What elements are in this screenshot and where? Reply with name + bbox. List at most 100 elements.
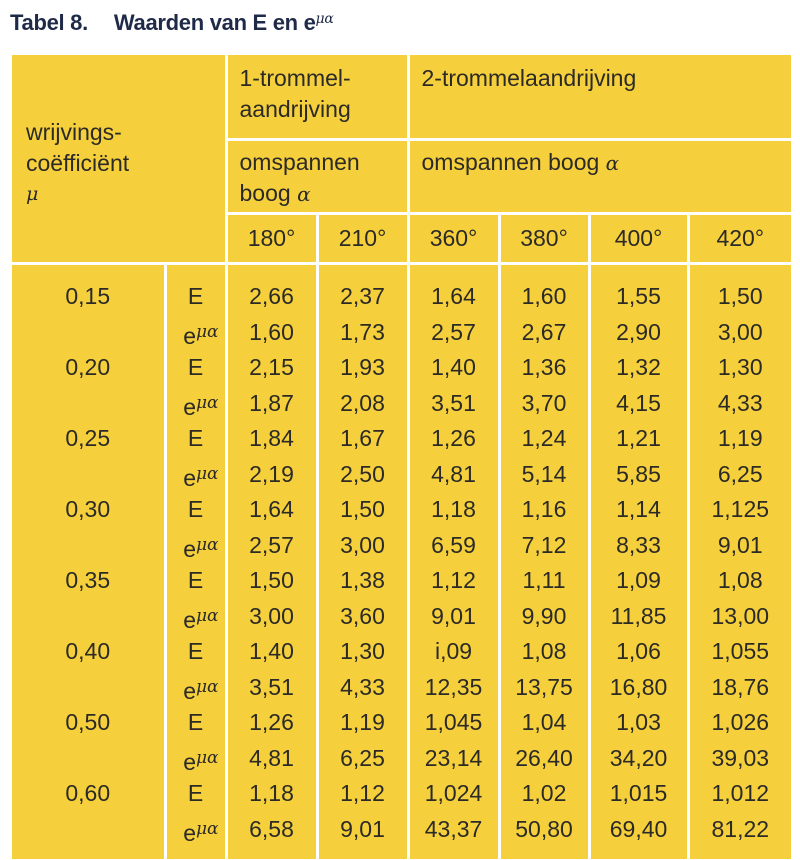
e-mu-alpha-value: 2,08 <box>340 389 385 416</box>
e-mu-alpha-value: 3,51 <box>431 389 476 416</box>
mu-symbol: μ <box>26 183 39 205</box>
header-text: boog <box>239 180 291 206</box>
e-mu-alpha-value: 4,15 <box>616 389 661 416</box>
e-mu-alpha-value: 50,80 <box>515 815 573 842</box>
E-value: 1,125 <box>711 496 770 522</box>
e-mu-alpha-value: 1,73 <box>340 318 385 345</box>
symbol-e-mu-alpha: eμα <box>167 315 218 351</box>
E-value: 1,32 <box>616 354 661 380</box>
symbol-e-mu-alpha: eμα <box>167 670 218 706</box>
e-mu-alpha-value: 6,25 <box>717 460 763 487</box>
e-mu-alpha-value: 7,12 <box>521 531 567 558</box>
symbol-E: E <box>187 780 204 806</box>
E-value: 1,06 <box>616 638 661 664</box>
e-mu-alpha-value: 3,60 <box>340 602 385 629</box>
E-value: 1,012 <box>711 780 770 806</box>
wrap-angle-header-2: omspannen boog α <box>408 139 792 215</box>
E-value: 1,08 <box>717 567 763 593</box>
mu-value: 0,35 <box>65 567 111 593</box>
symbol-E: E <box>187 709 204 735</box>
mu-alpha-symbol: μα <box>195 605 219 626</box>
e-mu-alpha-value: 8,33 <box>616 531 661 558</box>
symbol-E: E <box>187 354 204 380</box>
e-mu-alpha-value: 2,19 <box>249 460 294 487</box>
header-text: coëfficiënt <box>26 150 130 176</box>
E-value: 1,60 <box>521 283 567 309</box>
symbol-e-mu-alpha: eμα <box>167 457 219 493</box>
E-value: 1,024 <box>424 780 483 806</box>
e-mu-alpha-value: 81,22 <box>711 815 770 842</box>
angle-header: 420° <box>688 213 792 265</box>
E-value: 1,26 <box>431 425 476 451</box>
e-mu-alpha-value: 12,35 <box>424 673 483 700</box>
e-mu-alpha-value: 3,00 <box>249 602 294 629</box>
E-value: 1,19 <box>340 709 385 735</box>
E-value: 1,09 <box>616 567 661 593</box>
angle-header: 380° <box>499 213 591 265</box>
E-value: 1,50 <box>717 283 763 309</box>
symbol-e-mu-alpha: eμα <box>167 386 218 422</box>
E-value: 1,12 <box>431 567 476 593</box>
e-mu-alpha-value: 39,03 <box>711 744 770 771</box>
e-symbol: e <box>183 393 196 420</box>
symbol-e-mu-alpha: eμα <box>167 812 218 848</box>
header-text: omspannen boog <box>421 149 600 175</box>
table-caption: Tabel 8. Waarden van E en eμα <box>10 10 334 36</box>
e-mu-alpha-value: 69,40 <box>609 815 668 842</box>
mu-value: 0,25 <box>65 425 111 451</box>
symbol-E: E <box>187 496 204 522</box>
E-value: 1,36 <box>521 354 567 380</box>
E-value: 1,24 <box>521 425 567 451</box>
mu-alpha-symbol: μα <box>195 534 219 555</box>
e-mu-alpha-value: 3,70 <box>521 389 567 416</box>
e-mu-alpha-value: 9,01 <box>431 602 476 629</box>
alpha-symbol: α <box>297 182 311 206</box>
E-value: 1,26 <box>249 709 294 735</box>
E-value: 1,93 <box>340 354 385 380</box>
header-text: omspannen <box>239 149 360 175</box>
mu-value: 0,15 <box>65 283 111 309</box>
E-value: i,09 <box>434 638 473 664</box>
E-value: 1,11 <box>522 567 566 593</box>
e-mu-alpha-value: 1,87 <box>249 389 294 416</box>
header-text: wrijvings- <box>26 119 122 145</box>
symbol-E: E <box>187 425 204 451</box>
two-drum-drive-header: 2-trommelaandrijving <box>408 55 792 141</box>
e-mu-alpha-value: 4,81 <box>249 744 294 771</box>
E-value: 1,30 <box>717 354 763 380</box>
e-symbol: e <box>183 606 196 633</box>
e-mu-alpha-value: 9,01 <box>717 531 763 558</box>
title-superscript: μα <box>315 11 334 27</box>
E-value: 1,21 <box>616 425 661 451</box>
mu-alpha-symbol: μα <box>195 463 219 484</box>
e-mu-alpha-value: 3,00 <box>717 318 763 345</box>
E-value: 1,026 <box>711 709 770 735</box>
mu-value: 0,20 <box>65 354 111 380</box>
e-mu-alpha-value: 4,81 <box>431 460 476 487</box>
e-mu-alpha-value: 9,01 <box>340 815 385 842</box>
E-value: 1,03 <box>616 709 661 735</box>
e-symbol: e <box>183 322 196 349</box>
angle-header: 360° <box>408 213 501 265</box>
E-value: 1,38 <box>340 567 385 593</box>
angle-header: 210° <box>317 213 410 265</box>
symbol-E: E <box>187 283 204 309</box>
mu-value: 0,30 <box>65 496 111 522</box>
e-mu-alpha-value: 18,76 <box>711 673 770 700</box>
wrap-angle-header-1: omspannen boog α <box>226 139 410 215</box>
E-value: 1,40 <box>249 638 294 664</box>
e-symbol: e <box>183 677 196 704</box>
e-symbol: e <box>183 464 196 491</box>
E-value: 1,67 <box>340 425 385 451</box>
E-value: 1,015 <box>609 780 668 806</box>
E-value: 1,02 <box>521 780 567 806</box>
E-value: 1,045 <box>424 709 483 735</box>
E-value: 1,64 <box>431 283 476 309</box>
e-mu-alpha-value: 2,50 <box>340 460 385 487</box>
e-mu-alpha-value: 3,00 <box>340 531 385 558</box>
e-mu-alpha-value: 6,58 <box>249 815 294 842</box>
